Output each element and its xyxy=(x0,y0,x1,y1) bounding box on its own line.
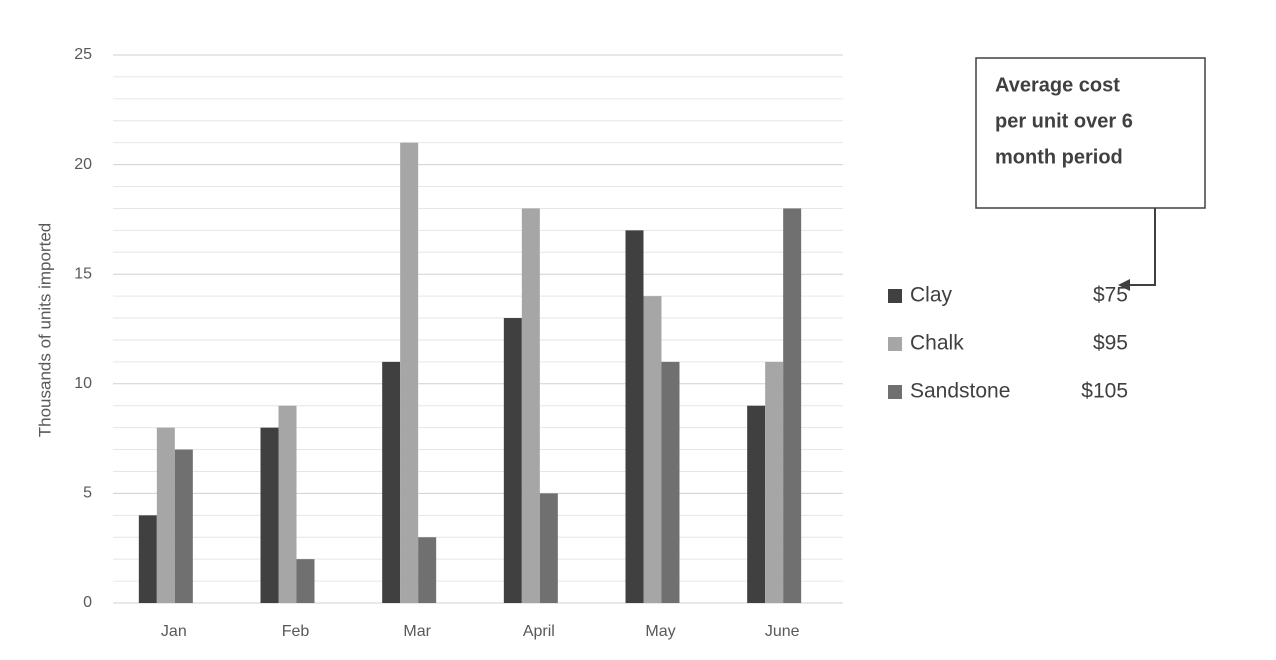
legend-cost: $95 xyxy=(1093,332,1128,355)
arrow-head xyxy=(1118,279,1130,291)
annotation-line: month period xyxy=(995,146,1123,168)
bar xyxy=(296,559,315,603)
y-tick-label: 15 xyxy=(74,265,92,282)
legend-cost: $75 xyxy=(1093,284,1128,307)
bar xyxy=(765,361,784,603)
x-tick-label: Jan xyxy=(161,623,187,640)
annotation: Average cost per unit over 6 month perio… xyxy=(975,57,1206,291)
bar xyxy=(418,537,437,603)
annotation-line: Average cost xyxy=(995,74,1120,96)
annotation-box xyxy=(975,57,1206,209)
bar xyxy=(625,230,644,604)
legend-swatch xyxy=(888,385,902,399)
legend: Clay $75 Chalk $95 Sandstone $105 xyxy=(888,284,1128,403)
bar xyxy=(783,208,802,603)
legend-cost: $105 xyxy=(1081,380,1128,403)
bar xyxy=(521,208,540,603)
bar xyxy=(382,361,401,603)
y-tick-label: 10 xyxy=(74,375,92,392)
y-tick-label: 20 xyxy=(74,156,92,173)
annotation-line: per unit over 6 xyxy=(995,110,1133,132)
x-tick-label: May xyxy=(645,623,675,640)
bar xyxy=(278,405,297,603)
bar xyxy=(661,361,680,603)
legend-label: Sandstone xyxy=(910,380,1010,403)
x-tick-label: June xyxy=(765,623,800,640)
bar xyxy=(156,427,175,603)
bar xyxy=(643,296,662,603)
legend-label: Chalk xyxy=(910,332,964,355)
x-tick-label: April xyxy=(523,623,555,640)
legend-swatch xyxy=(888,289,902,303)
x-tick-label: Feb xyxy=(282,623,310,640)
bar xyxy=(747,405,766,603)
bar xyxy=(138,515,157,603)
bar xyxy=(260,427,279,603)
bar xyxy=(539,493,558,603)
bar xyxy=(174,449,193,603)
bar xyxy=(400,142,419,603)
y-tick-label: 5 xyxy=(83,485,92,502)
x-tick-label: Mar xyxy=(403,623,431,640)
bar xyxy=(503,318,522,603)
annotation-arrow xyxy=(1128,208,1156,286)
y-tick-label: 25 xyxy=(74,46,92,63)
y-tick-label: 0 xyxy=(83,594,92,611)
legend-label: Clay xyxy=(910,284,953,307)
y-axis-title: Thousands of units imported xyxy=(35,223,54,438)
legend-swatch xyxy=(888,337,902,351)
